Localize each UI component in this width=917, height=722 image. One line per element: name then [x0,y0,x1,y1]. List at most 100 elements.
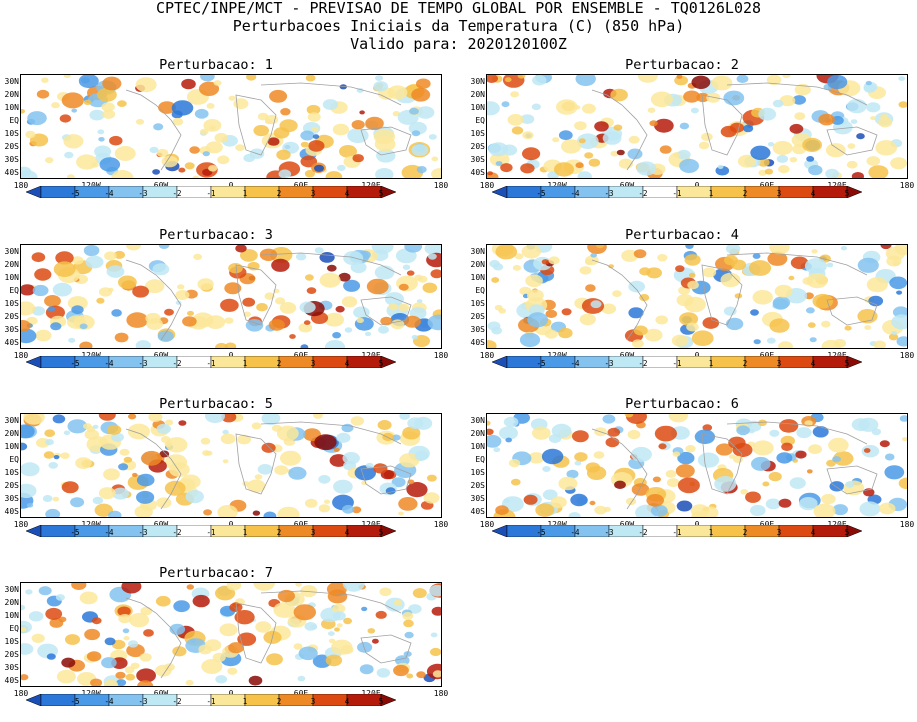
longitude-label: 180 [479,520,495,529]
longitude-label: 60W [153,181,169,190]
latitude-label: 20N [4,90,19,99]
longitude-label: 180 [899,351,915,360]
colorbar-tick-label: 2 [276,189,282,198]
colorbar-tick-label: -2 [638,359,648,368]
longitude-label: 120W [547,181,567,190]
panel-title: Perturbacao: 7 [159,565,273,581]
temperature-perturbation-map: 30N 20N 10N EQ 10S 20S 30S 40S 180 120W 60W 0 60E 120… [471,244,914,360]
longitude-label: 0 [228,520,234,529]
latitude-label: 30S [470,325,485,334]
latitude-label: 10S [470,299,485,308]
longitude-label: 60E [293,181,309,190]
colorbar: -5 -4 -3 -2 -1 1 2 3 4 5 [492,525,862,537]
colorbar-tick-label: -3 [138,189,148,198]
longitude-label: 180 [899,181,915,190]
colorbar-tick-label: -3 [138,697,148,706]
colorbar-tick-label: 1 [242,359,248,368]
colorbar-tick-label: -4 [570,189,580,198]
colorbar-tick-label: 3 [776,528,782,537]
latitude-label: 20S [4,481,19,490]
longitude-label: 120W [81,520,101,529]
latitude-label: EQ [9,116,19,125]
colorbar-tick-label: 1 [708,359,714,368]
colorbar-tick-label: 3 [310,359,316,368]
longitude-label: 60E [759,520,775,529]
longitude-label: 120E [361,351,381,360]
colorbar: -5 -4 -3 -2 -1 1 2 3 4 5 [26,186,396,198]
colorbar-tick-label: 4 [344,189,350,198]
colorbar-tick-label: 1 [242,189,248,198]
panel-title: Perturbacao: 1 [159,57,273,73]
latitude-label: EQ [9,286,19,295]
colorbar-tick-label: -2 [172,697,182,706]
colorbar-tick-label: -1 [206,189,216,198]
longitude-label: 120W [547,351,567,360]
latitude-label: 30S [4,663,19,672]
latitude-label: EQ [475,116,485,125]
colorbar-tick-label: 4 [344,528,350,537]
longitude-label: 60W [153,520,169,529]
longitude-label: 120E [827,520,847,529]
colorbar-tick-label: 4 [344,359,350,368]
perturbation-panel-7: Perturbacao: 7 30N 20N 10N EQ 10S 20S 30S 40S 180… [0,565,448,706]
colorbar-tick-label: -2 [172,189,182,198]
panel-title: Perturbacao: 4 [625,227,739,243]
latitude-label: 30N [470,247,485,256]
longitude-label: 180 [899,520,915,529]
latitude-label: 20N [470,429,485,438]
latitude-label: 20S [470,142,485,151]
colorbar-tick-label: 2 [742,528,748,537]
longitude-label: 0 [228,689,234,698]
colorbar-tick-label: -3 [138,528,148,537]
temperature-perturbation-map: 30N 20N 10N EQ 10S 20S 30S 40S 180 120W 60W 0 60E 120… [5,74,448,190]
latitude-label: 10N [4,442,19,451]
perturbation-panel-3: Perturbacao: 3 30N 20N 10N EQ 10S 20S 30S 40S 180… [0,227,448,368]
latitude-label: 10S [4,468,19,477]
longitude-label: 60W [153,689,169,698]
latitude-label: 30N [4,247,19,256]
colorbar-tick-label: -2 [638,528,648,537]
latitude-label: 40S [4,676,19,685]
colorbar-tick-label: -4 [104,359,114,368]
colorbar-tick-label: -4 [104,697,114,706]
colorbar-tick-label: 5 [844,528,850,537]
longitude-label: 180 [433,351,449,360]
colorbar-tick-label: 2 [742,189,748,198]
colorbar: -5 -4 -3 -2 -1 1 2 3 4 5 [26,525,396,537]
perturbation-panel-2: Perturbacao: 2 30N 20N 10N EQ 10S 20S 30S 40S 180… [466,58,914,198]
colorbar-tick-label: 3 [310,189,316,198]
longitude-label: 180 [13,351,29,360]
latitude-label: 20N [4,598,19,607]
header-line-3: Valido para: 2020120100Z [350,35,567,53]
panel-title: Perturbacao: 6 [625,396,739,412]
colorbar-tick-label: 4 [810,189,816,198]
colorbar-tick-label: -4 [570,359,580,368]
longitude-label: 0 [694,181,700,190]
colorbar-tick-label: 3 [310,697,316,706]
latitude-label: 10S [4,129,19,138]
latitude-label: 40S [4,507,19,516]
latitude-label: 20S [4,142,19,151]
perturbation-panel-1: Perturbacao: 1 30N 20N 10N EQ 10S 20S 30S 40S 180… [0,57,448,198]
colorbar-tick-label: 5 [378,359,384,368]
colorbar-tick-label: -1 [206,697,216,706]
latitude-label: EQ [9,455,19,464]
panel-title: Perturbacao: 3 [159,227,273,243]
colorbar: -5 -4 -3 -2 -1 1 2 3 4 5 [26,356,396,368]
colorbar-tick-label: -3 [604,359,614,368]
perturbation-panel-5: Perturbacao: 5 30N 20N 10N EQ 10S 20S 30S 40S 180… [0,397,448,537]
colorbar-tick-label: 2 [276,528,282,537]
colorbar-tick-label: 3 [776,189,782,198]
longitude-label: 120W [81,689,101,698]
colorbar-tick-label: -5 [536,189,546,198]
longitude-label: 180 [433,181,449,190]
perturbation-panel-6: Perturbacao: 6 30N 20N 10N EQ 10S 20S 30S 40S 180… [466,396,914,537]
longitude-label: 180 [13,520,29,529]
longitude-label: 60W [619,520,635,529]
temperature-perturbation-map: 30N 20N 10N EQ 10S 20S 30S 40S 180 120W 60W 0 60E 120… [5,582,448,698]
longitude-label: 120W [81,351,101,360]
longitude-label: 180 [479,351,495,360]
longitude-label: 60W [619,351,635,360]
latitude-label: 30N [4,77,19,86]
longitude-label: 0 [228,351,234,360]
